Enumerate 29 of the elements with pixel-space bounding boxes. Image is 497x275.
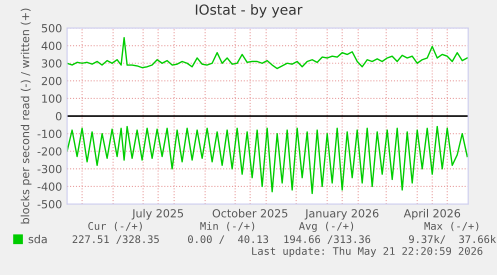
y-axis-title: blocks per second read (-) / written (+) bbox=[20, 8, 32, 224]
text: 194.66 /313.36 bbox=[284, 235, 370, 244]
legend-label: sda bbox=[28, 234, 47, 244]
y-tick-label: 200 bbox=[42, 76, 62, 86]
x-tick-label: July 2025 bbox=[132, 208, 184, 220]
y-tick-label: -300 bbox=[38, 164, 62, 174]
y-tick-label: 0 bbox=[56, 112, 62, 120]
text: 0.00 / 40.13 bbox=[188, 235, 268, 244]
y-tick-label: -500 bbox=[38, 200, 62, 208]
text: Last update: Thu May 21 22:20:59 2026 bbox=[252, 246, 482, 257]
text: 9.37k/ 37.66k bbox=[409, 235, 496, 244]
y-tick-label: -200 bbox=[38, 147, 62, 156]
x-tick-label: October 2025 bbox=[212, 208, 288, 218]
y-tick-label: 100 bbox=[42, 94, 62, 103]
text: Min (-/+) bbox=[200, 222, 254, 232]
y-tick-label: 500 bbox=[42, 24, 62, 32]
y-tick-label: -100 bbox=[38, 130, 62, 138]
x-tick-label: April 2026 bbox=[404, 208, 460, 220]
y-tick-label: -400 bbox=[38, 182, 62, 191]
text: Max (-/+) bbox=[424, 222, 478, 232]
y-tick-label: 300 bbox=[42, 59, 62, 68]
line-series bbox=[67, 37, 468, 70]
y-tick-label: 400 bbox=[42, 42, 62, 50]
x-tick-label: January 2026 bbox=[304, 209, 378, 220]
text: Avg (-/+) bbox=[298, 222, 354, 232]
chart-title: IOstat - by year bbox=[196, 4, 302, 18]
text: Cur (-/+) bbox=[88, 222, 142, 232]
line-series bbox=[67, 126, 468, 194]
text: 227.51 /328.35 bbox=[72, 235, 159, 244]
